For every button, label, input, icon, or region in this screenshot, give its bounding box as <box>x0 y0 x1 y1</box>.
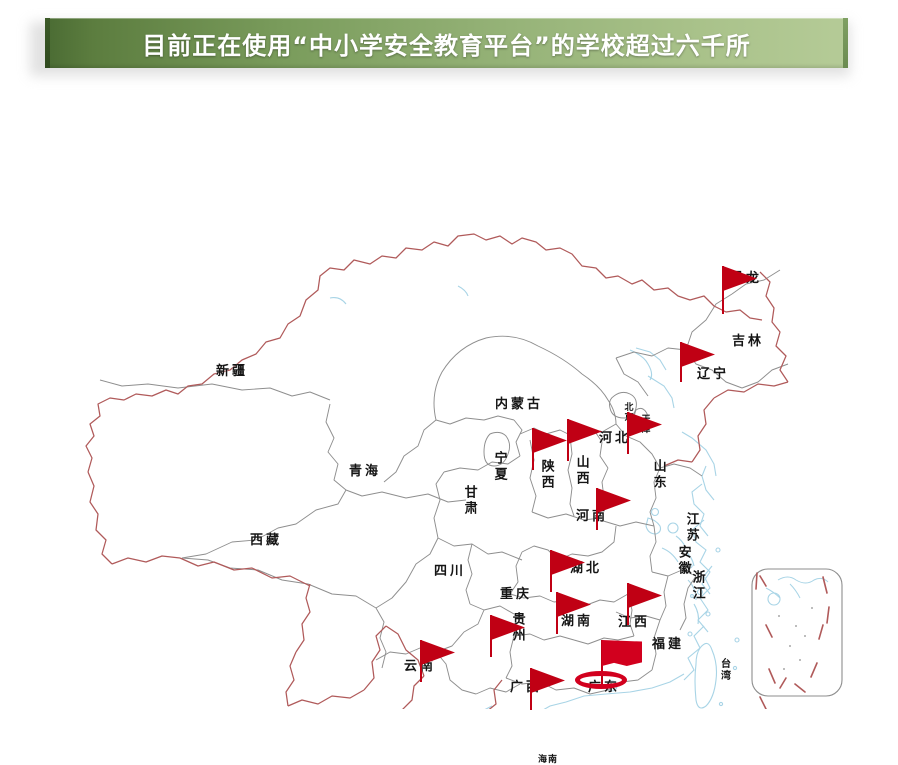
flag-cloth <box>551 550 585 575</box>
flag-cloth <box>628 583 662 608</box>
province-label-liaoning: 辽宁 <box>697 367 730 382</box>
flag-cloth <box>533 428 567 453</box>
nine-dash-line <box>755 572 830 709</box>
national-border <box>85 233 789 709</box>
flag-shaanxi[interactable] <box>532 428 568 470</box>
flag-guangxi[interactable] <box>530 668 566 710</box>
flag-cloth <box>597 488 631 513</box>
flag-hebei[interactable] <box>627 412 663 454</box>
banner-bar: 目前正在使用“中小学安全教育平台”的学校超过六千所 <box>45 18 848 68</box>
province-label-gansu: 甘肃 <box>461 485 477 517</box>
flag-guangdong[interactable] <box>601 640 643 685</box>
flag-yunnan[interactable] <box>420 640 456 682</box>
province-borders <box>99 269 789 695</box>
province-label-zhejiang: 浙江 <box>689 570 705 602</box>
flag-cloth <box>723 266 757 291</box>
province-label-hainan: 海南 <box>538 755 559 765</box>
flag-cloth <box>491 615 525 640</box>
flag-shanxi[interactable] <box>567 419 603 461</box>
province-label-jiangxi: 江西 <box>618 615 651 630</box>
flag-cloth <box>568 419 602 444</box>
flag-hubei[interactable] <box>550 550 586 592</box>
province-label-shaanxi: 陕西 <box>538 459 554 491</box>
china-map[interactable]: 新疆青海西藏甘肃宁夏内蒙古陕西山西河北北京天津山东河南四川重庆湖北安徽江苏浙江贵… <box>0 80 898 765</box>
province-label-ningxia: 宁夏 <box>491 451 507 483</box>
slide-canvas: 目前正在使用“中小学安全教育平台”的学校超过六千所 <box>0 14 898 765</box>
province-label-taiwan: 台湾 <box>718 658 730 682</box>
flag-cloth <box>531 668 565 693</box>
map-water-layer <box>329 285 800 709</box>
province-label-xinjiang: 新疆 <box>216 364 249 379</box>
province-label-xizang: 西藏 <box>250 533 283 548</box>
flag-hunan[interactable] <box>556 592 592 634</box>
province-label-hunan: 湖南 <box>561 614 594 629</box>
province-label-shandong: 山东 <box>650 459 666 491</box>
title-banner: 目前正在使用“中小学安全教育平台”的学校超过六千所 <box>24 14 864 76</box>
flag-henan[interactable] <box>596 488 632 530</box>
guangdong-highlight-ring <box>575 671 627 689</box>
province-label-hebei: 河北 <box>599 431 632 446</box>
flag-cloth <box>602 640 642 666</box>
province-label-qinghai: 青海 <box>349 464 382 479</box>
south-china-sea-inset-box <box>751 568 843 709</box>
flag-guizhou[interactable] <box>490 615 526 657</box>
map-svg <box>85 233 843 709</box>
province-label-anhui: 安徽 <box>675 545 691 577</box>
province-label-shanxi: 山西 <box>573 455 589 487</box>
province-label-neimenggu: 内蒙古 <box>495 397 544 412</box>
province-label-jiangsu: 江苏 <box>683 512 699 544</box>
flag-heilongjiang[interactable] <box>722 266 758 314</box>
flag-liaoning[interactable] <box>680 342 716 382</box>
page-title: 目前正在使用“中小学安全教育平台”的学校超过六千所 <box>142 31 751 60</box>
flag-cloth <box>421 640 455 665</box>
province-label-fujian: 福建 <box>652 637 685 652</box>
flag-cloth <box>557 592 591 617</box>
flag-cloth <box>681 342 715 367</box>
province-label-jilin: 吉林 <box>732 334 765 349</box>
province-label-sichuan: 四川 <box>434 564 467 579</box>
province-label-chongqing: 重庆 <box>500 587 533 602</box>
flag-cloth <box>628 412 662 437</box>
flag-jiangxi[interactable] <box>627 583 663 625</box>
